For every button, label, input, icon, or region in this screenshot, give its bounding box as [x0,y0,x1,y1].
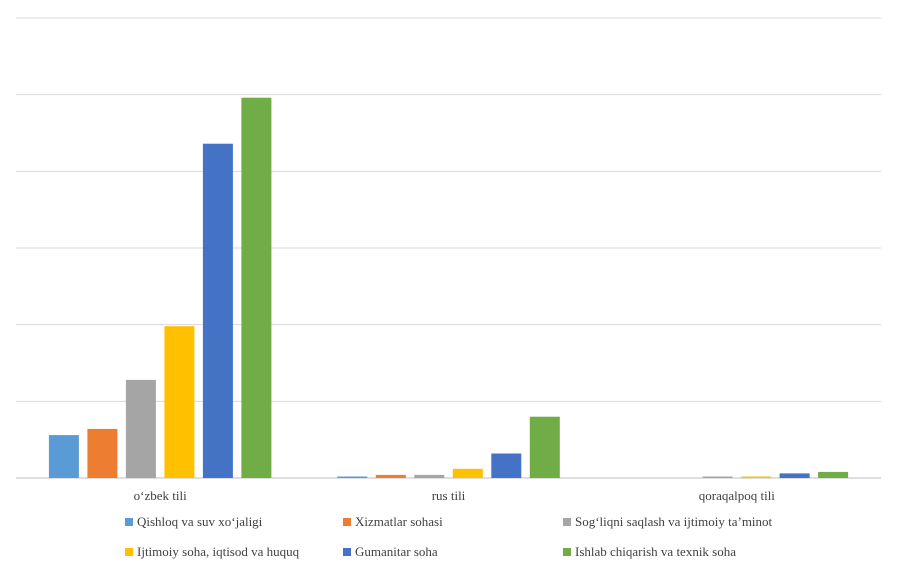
gridlines [16,17,881,479]
bar [491,453,522,478]
legend-label: Qishloq va suv xo‘jaligi [137,514,263,529]
legend-label: Ijtimoiy soha, iqtisod va huquq [137,544,300,559]
legend-swatch [125,518,133,526]
bar [414,474,445,478]
legend-item: Gumanitar soha [343,542,438,562]
legend-item: Qishloq va suv xo‘jaligi [125,512,262,532]
bar [337,476,368,478]
legend-label: Xizmatlar sohasi [355,514,443,529]
legend-swatch [563,548,571,556]
x-tick-label: o‘zbek tili [134,488,187,503]
x-axis-labels: o‘zbek tili rus tili qoraqalpoq tili [134,488,776,503]
bar [741,476,772,478]
legend-label: Ishlab chiqarish va texnik soha [575,544,737,559]
legend-label: Sog‘liqni saqlash va ijtimoiy ta’minot [575,514,773,529]
legend-item: Xizmatlar sohasi [343,512,443,532]
bar [48,435,79,478]
bar [452,468,483,478]
legend-item: Ishlab chiqarish va texnik soha [563,542,736,562]
bar [375,474,406,478]
bar [125,379,156,478]
x-tick-label: qoraqalpoq tili [699,488,776,503]
bar [202,143,233,478]
x-tick-label: rus tili [432,488,466,503]
legend-swatch [563,518,571,526]
bar [779,473,810,478]
legend-item: Ijtimoiy soha, iqtisod va huquq [125,542,299,562]
legend-item: Sog‘liqni saqlash va ijtimoiy ta’minot [563,512,772,532]
legend-swatch [343,548,351,556]
legend-swatch [125,548,133,556]
bar [164,326,195,478]
legend-label: Gumanitar soha [355,544,438,559]
bar [818,471,849,478]
bar [87,428,118,478]
legend-swatch [343,518,351,526]
bars [48,97,849,478]
bar [702,476,733,478]
legend: Qishloq va suv xo‘jaligi Xizmatlar sohasi… [0,512,900,572]
bar [529,416,560,478]
bar [241,97,272,478]
